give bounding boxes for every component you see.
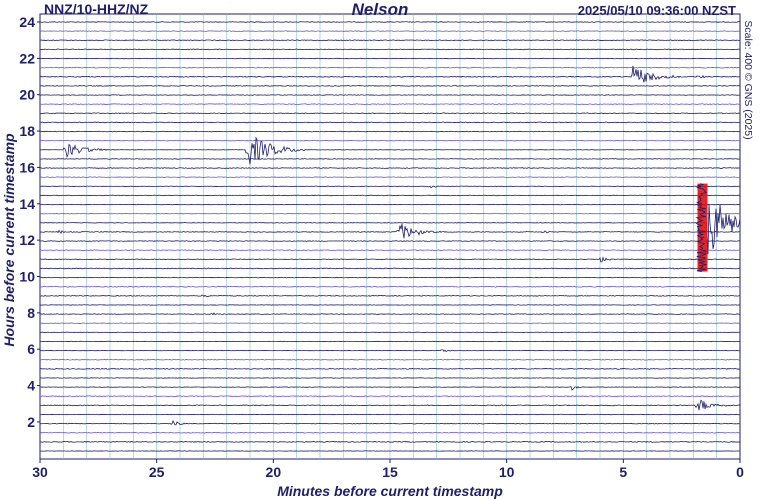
trace-row <box>39 57 741 60</box>
trace-row <box>39 256 741 263</box>
trace-row <box>39 358 741 361</box>
y-tick-label: 14 <box>19 196 35 212</box>
chart-title: Nelson <box>351 0 409 19</box>
x-tick-label: 25 <box>149 464 165 480</box>
trace-row <box>39 223 741 239</box>
x-tick-label: 15 <box>382 464 398 480</box>
y-tick-label: 22 <box>19 50 35 66</box>
y-tick-label: 24 <box>19 14 35 30</box>
trace-row <box>39 65 741 83</box>
trace-row <box>39 240 741 242</box>
clipped-signal-trace <box>695 183 708 272</box>
clipped-signal-mark <box>697 183 708 272</box>
trace-row <box>39 395 741 398</box>
y-tick-label: 20 <box>19 87 35 103</box>
trace-row <box>39 185 741 189</box>
x-tick-label: 5 <box>619 464 627 480</box>
y-tick-label: 12 <box>19 232 35 248</box>
x-axis-ticks: 30 25 20 15 10 5 0 <box>32 459 744 480</box>
trace-row <box>39 39 741 42</box>
y-tick-label: 10 <box>19 268 35 284</box>
trace-row <box>39 285 741 288</box>
y-tick-label: 2 <box>27 414 35 430</box>
trace-row <box>39 94 741 96</box>
x-tick-label: 10 <box>499 464 515 480</box>
trace-row <box>39 21 741 23</box>
trace-row <box>39 103 741 106</box>
trace-row <box>39 386 741 391</box>
current-timestamp: 2025/05/10 09:36:00 NZST <box>577 3 736 18</box>
trace-row <box>39 276 741 279</box>
trace-row <box>39 267 741 270</box>
y-tick-label: 16 <box>19 159 35 175</box>
x-tick-label: 30 <box>32 464 48 480</box>
trace-row <box>39 440 741 443</box>
trace-row <box>39 367 741 370</box>
trace-row <box>39 176 741 178</box>
trace-row <box>39 167 741 169</box>
trace-row <box>39 431 741 434</box>
trace-row <box>39 66 741 69</box>
x-tick-label: 0 <box>736 464 744 480</box>
trace-lines <box>39 21 741 452</box>
trace-row <box>39 249 741 252</box>
grid-lines <box>62 14 718 459</box>
scale-note: Scale: 400 © GNS (2025) <box>742 20 754 140</box>
trace-row <box>39 294 741 298</box>
trace-row <box>39 30 741 32</box>
y-axis-label: Hours before current timestamp <box>1 133 17 347</box>
y-tick-label: 4 <box>27 378 35 394</box>
trace-row <box>39 399 741 411</box>
station-code: NNZ/10-HHZ/NZ <box>44 1 149 17</box>
trace-row <box>39 112 741 115</box>
x-tick-label: 20 <box>266 464 282 480</box>
trace-row <box>39 349 741 352</box>
trace-row <box>39 121 741 124</box>
y-tick-label: 18 <box>19 123 35 139</box>
trace-row <box>39 85 741 87</box>
trace-row <box>39 194 741 197</box>
trace-row <box>39 312 741 316</box>
trace-row <box>39 130 741 133</box>
trace-row <box>39 203 741 255</box>
trace-row <box>39 48 741 51</box>
y-tick-label: 6 <box>27 341 35 357</box>
trace-row <box>39 136 741 165</box>
trace-row <box>39 420 741 426</box>
x-axis-label: Minutes before current timestamp <box>277 483 503 499</box>
y-tick-label: 8 <box>27 305 35 321</box>
trace-row <box>39 158 741 160</box>
